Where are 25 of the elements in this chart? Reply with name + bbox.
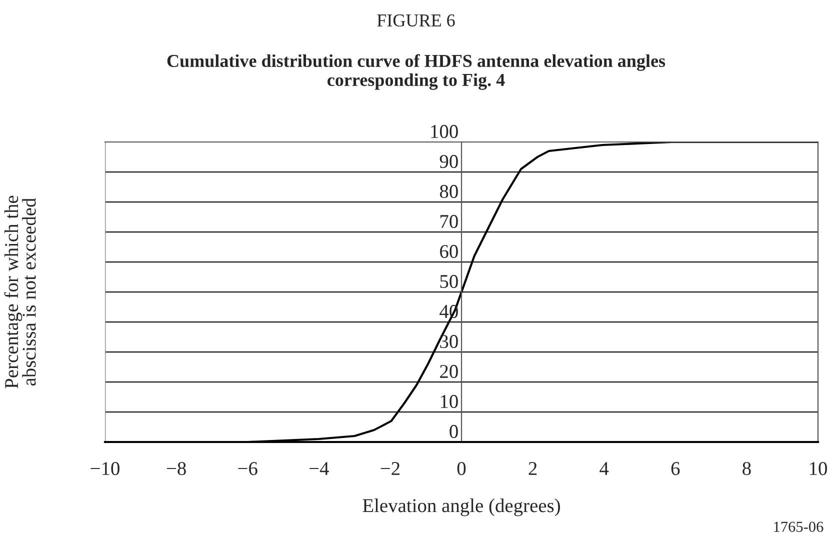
x-tick-label: 2	[528, 462, 537, 475]
x-tick-label: 10	[810, 462, 827, 476]
x-tick-label: 6	[671, 462, 680, 476]
x-tick-label: −8	[166, 462, 186, 476]
y-tick-label: 90	[440, 154, 458, 168]
y-tick-label: 80	[440, 184, 458, 198]
y-tick-label: 20	[440, 364, 458, 378]
x-tick-label: −2	[380, 462, 400, 475]
y-tick-label: 100	[431, 124, 458, 138]
y-tick-label: 30	[440, 334, 458, 348]
x-axis-title: Elevation angle (degrees)	[362, 498, 560, 516]
x-tick-label: 8	[742, 462, 751, 476]
chart-subtitle: Cumulative distribution curve of HDFS antenna elevation angles corresponding to Fig. 4	[167, 54, 666, 90]
x-tick-label: −10	[90, 462, 120, 476]
chart-title: FIGURE 6	[377, 14, 455, 27]
x-tick-label: 4	[600, 462, 609, 475]
y-tick-label: 60	[440, 244, 458, 258]
text: 1765-06	[774, 522, 824, 532]
x-tick-label: −4	[310, 462, 329, 475]
y-tick-label: 0	[450, 424, 458, 438]
y-axis-title: Percentage for which the abscissa is not exceeded	[4, 196, 36, 388]
x-tick-label: −6	[238, 462, 258, 476]
y-tick-label: 10	[440, 394, 458, 408]
y-tick-label: 70	[440, 214, 458, 228]
y-tick-label: 50	[440, 274, 458, 288]
